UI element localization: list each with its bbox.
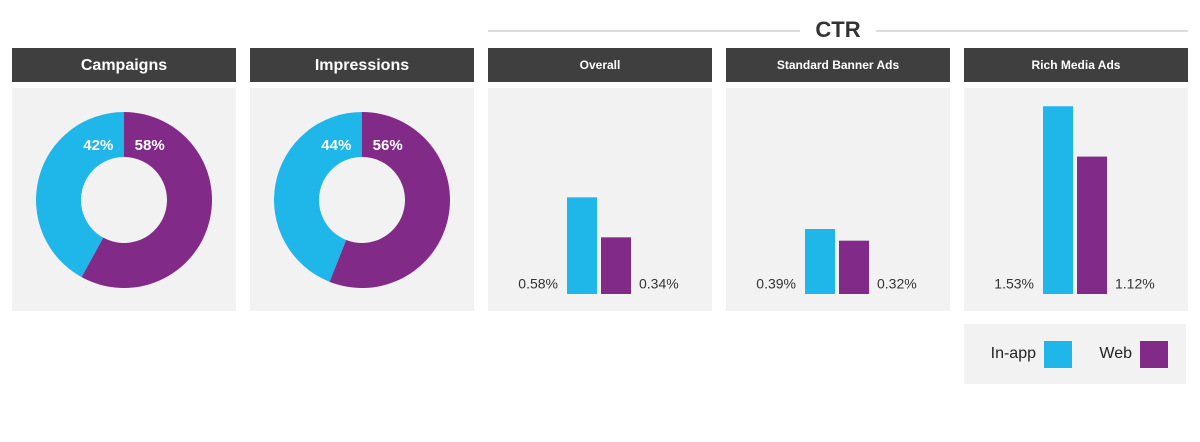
legend-swatch [1140, 341, 1168, 368]
donut-slice [274, 112, 362, 282]
panel-header [488, 48, 712, 82]
bar [839, 240, 869, 294]
group-title: CTR [815, 17, 860, 42]
donut-slice [81, 112, 212, 288]
bar [1077, 156, 1107, 294]
panel-header [964, 48, 1188, 82]
panel-title: Standard Banner Ads [777, 58, 900, 72]
panel-body [726, 88, 950, 311]
data-label: 58% [135, 137, 165, 154]
bar [601, 237, 631, 294]
data-label: 1.53% [994, 276, 1034, 292]
panel-header [12, 48, 236, 82]
legend-label: Web [1099, 345, 1132, 362]
panel-body [488, 88, 712, 311]
bar [805, 229, 835, 294]
donut-slice [35, 112, 124, 278]
legend-label: In-app [991, 345, 1036, 362]
panel-title: Impressions [315, 57, 409, 74]
data-label: 0.34% [639, 276, 679, 292]
panel-header [726, 48, 950, 82]
panel-header [250, 48, 474, 82]
data-label: 0.39% [756, 276, 796, 292]
panel-title: Overall [580, 58, 621, 72]
panel-title: Rich Media Ads [1032, 58, 1121, 72]
data-label: 1.12% [1115, 276, 1155, 292]
data-label: 0.58% [518, 276, 558, 292]
panel-title: Campaigns [81, 57, 167, 74]
legend-swatch [1044, 341, 1072, 368]
data-label: 42% [83, 137, 113, 154]
data-label: 56% [373, 137, 403, 154]
donut-slice [329, 112, 450, 288]
bar [567, 197, 597, 294]
panel-body [964, 88, 1188, 311]
bar [1043, 106, 1073, 295]
data-label: 44% [321, 137, 351, 154]
data-label: 0.32% [877, 276, 917, 292]
